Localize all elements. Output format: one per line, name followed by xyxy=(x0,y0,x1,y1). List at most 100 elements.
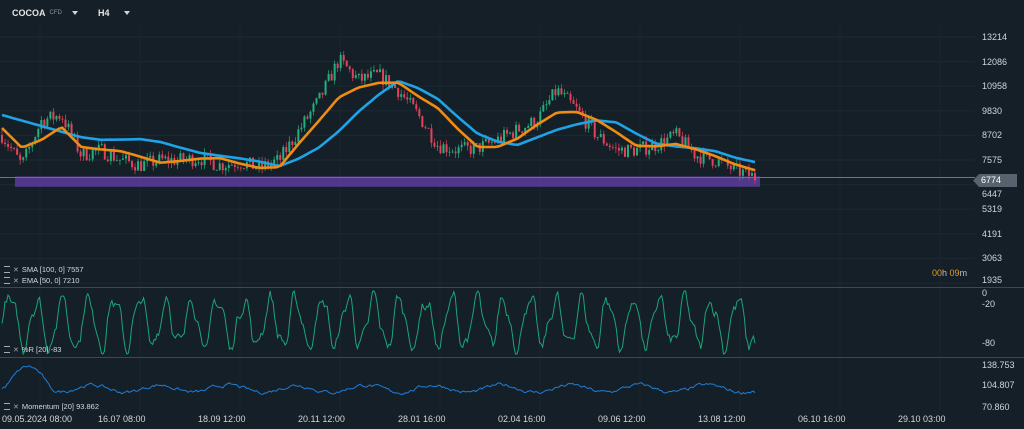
candle-body xyxy=(212,160,215,170)
candle-body xyxy=(258,161,261,169)
candle-body xyxy=(560,88,563,95)
candle-body xyxy=(678,128,681,137)
price-axis-label: 5319 xyxy=(982,204,1003,215)
candle-body xyxy=(79,151,82,157)
candle-body xyxy=(303,116,306,128)
candle-body xyxy=(94,149,97,151)
candle-body xyxy=(339,54,342,69)
candle-body xyxy=(714,165,717,167)
candle-body xyxy=(357,73,360,76)
settings-icon[interactable] xyxy=(4,277,10,284)
candle-body xyxy=(273,159,276,164)
candle-body xyxy=(460,144,463,148)
close-icon[interactable]: ✕ xyxy=(13,266,19,274)
candle-body xyxy=(509,132,512,134)
candle-body xyxy=(52,111,55,120)
candle-body xyxy=(614,147,617,149)
candle-body xyxy=(617,147,620,151)
candle-body xyxy=(164,156,167,159)
candle-body xyxy=(336,63,339,69)
panel-divider[interactable] xyxy=(0,287,1024,288)
candle-body xyxy=(46,118,49,127)
legend-ema[interactable]: ✕ EMA [50, 0] 7210 xyxy=(4,276,79,285)
candle-body xyxy=(400,94,403,97)
candle-body xyxy=(312,103,315,112)
candle-body xyxy=(291,141,294,145)
candle-body xyxy=(738,163,741,176)
close-icon[interactable]: ✕ xyxy=(13,403,19,411)
candle-body xyxy=(754,173,756,181)
close-icon[interactable]: ✕ xyxy=(13,277,19,285)
candle-body xyxy=(554,89,557,96)
candle-body xyxy=(563,92,566,95)
candle-body xyxy=(406,97,409,100)
candle-body xyxy=(112,151,115,161)
momentum-axis-label: 104.807 xyxy=(982,380,1015,390)
candle-body xyxy=(55,116,58,120)
candle-body xyxy=(490,141,493,143)
candle-body xyxy=(596,137,599,138)
candle-body xyxy=(394,84,397,88)
candle-body xyxy=(106,159,109,162)
candle-body xyxy=(418,109,421,117)
timeframe-selector[interactable]: H4 xyxy=(98,8,130,18)
candle-body xyxy=(702,151,705,164)
candle-body xyxy=(675,128,678,134)
candle-body xyxy=(19,154,22,160)
close-icon[interactable]: ✕ xyxy=(13,346,19,354)
candle-body xyxy=(200,162,203,166)
candle-body xyxy=(623,147,626,157)
candle-body xyxy=(729,165,732,170)
legend-momentum[interactable]: ✕ Momentum [20] 93.862 xyxy=(4,402,99,411)
candle-body xyxy=(572,100,575,104)
candle-body xyxy=(457,147,460,154)
candle-body xyxy=(439,145,442,154)
candle-body xyxy=(385,75,388,85)
candle-body xyxy=(708,152,711,160)
candle-body xyxy=(421,116,424,128)
candle-body xyxy=(442,144,445,154)
time-axis-label: 09.05.2024 08:00 xyxy=(2,414,73,424)
chevron-down-icon xyxy=(71,11,78,15)
time-axis-label: 28.01 16:00 xyxy=(398,414,446,424)
time-axis-label: 16.07 08:00 xyxy=(98,414,146,424)
candle-body xyxy=(515,124,518,138)
candle-body xyxy=(360,73,363,81)
candle-body xyxy=(58,116,61,119)
candle-body xyxy=(430,128,433,143)
candle-body xyxy=(672,131,675,134)
wr-axis-label: -20 xyxy=(982,299,996,309)
legend-sma[interactable]: ✕ SMA [100, 0] 7557 xyxy=(4,265,84,274)
candle-body xyxy=(342,54,345,61)
candle-body xyxy=(149,155,152,158)
candle-body xyxy=(239,167,242,169)
symbol-selector[interactable]: COCOA CFD xyxy=(12,8,78,18)
candle-body xyxy=(121,158,124,160)
candle-body xyxy=(224,168,227,171)
candle-body xyxy=(542,105,545,112)
candle-body xyxy=(493,141,496,143)
candle-body xyxy=(309,111,312,119)
candle-body xyxy=(424,127,427,129)
momentum-line xyxy=(1,365,756,395)
candle-body xyxy=(140,161,143,171)
candle-body xyxy=(693,150,696,159)
settings-icon[interactable] xyxy=(4,266,10,273)
candle-body xyxy=(666,137,669,147)
legend-wr[interactable]: ✕ %R [20] -83 xyxy=(4,345,61,354)
candle-body xyxy=(469,145,472,154)
candle-body xyxy=(236,166,239,168)
symbol-name: COCOA xyxy=(12,8,46,18)
candle-body xyxy=(43,120,46,127)
panel-divider[interactable] xyxy=(0,357,1024,358)
settings-icon[interactable] xyxy=(4,403,10,410)
candle-body xyxy=(118,159,121,161)
price-axis-label: 8702 xyxy=(982,130,1003,141)
candle-body xyxy=(463,142,466,145)
candle-body xyxy=(324,80,327,95)
settings-icon[interactable] xyxy=(4,346,10,353)
candle-body xyxy=(88,159,91,161)
candle-body xyxy=(388,75,391,88)
candle-body xyxy=(49,111,52,119)
